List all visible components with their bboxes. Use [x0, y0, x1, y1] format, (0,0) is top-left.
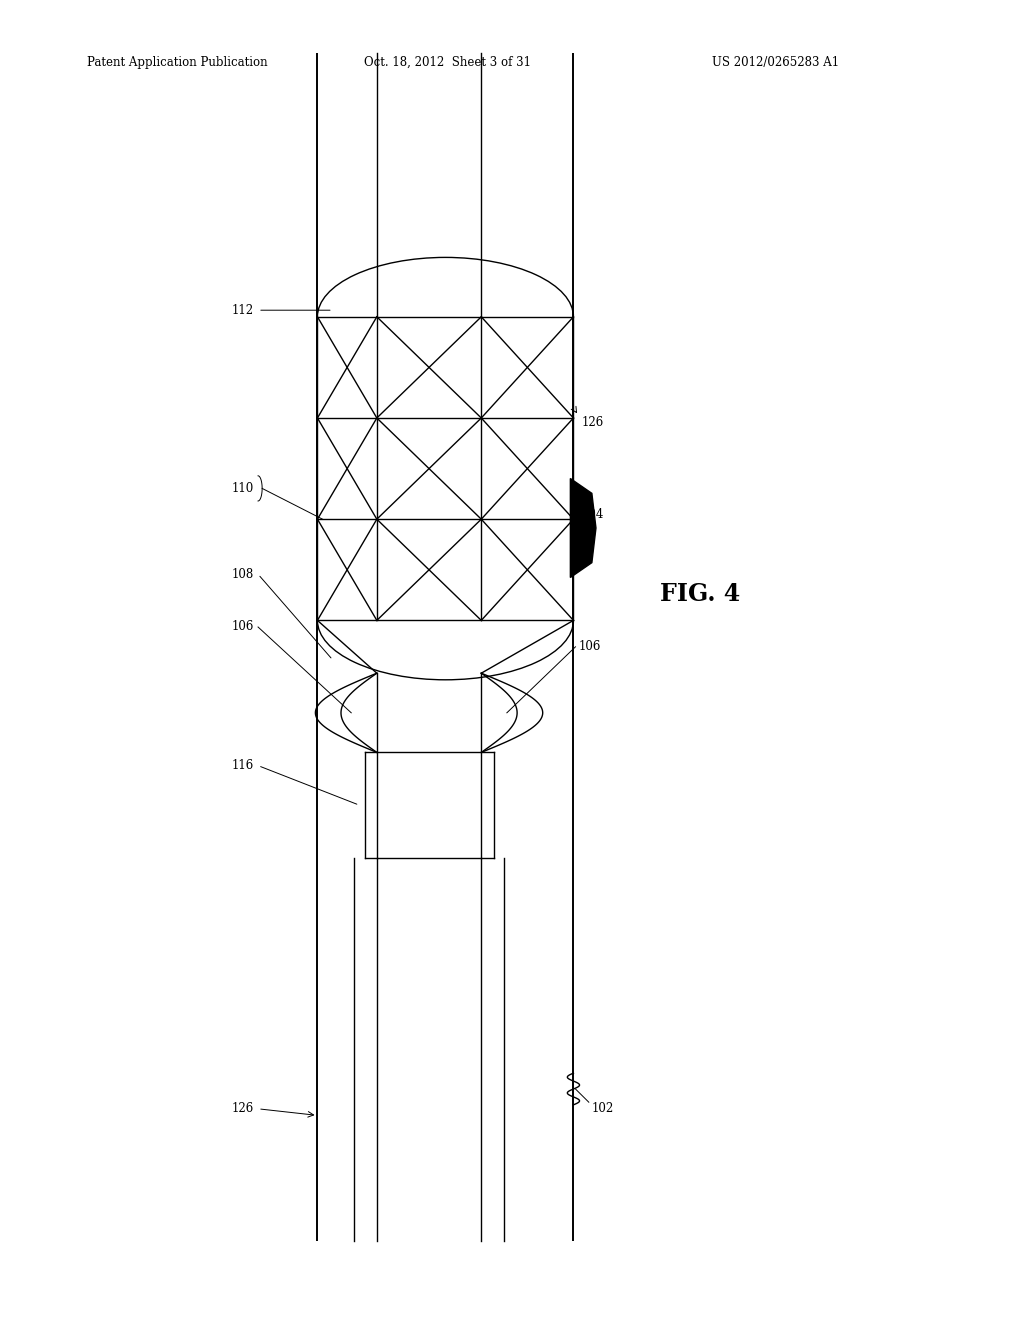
Text: 126: 126	[231, 1102, 254, 1115]
Text: 104: 104	[582, 508, 604, 521]
Text: 112: 112	[231, 304, 254, 317]
Text: 106: 106	[579, 640, 601, 653]
Polygon shape	[570, 479, 596, 578]
Text: FIG. 4: FIG. 4	[660, 582, 740, 606]
Text: 116: 116	[231, 759, 254, 772]
Text: US 2012/0265283 A1: US 2012/0265283 A1	[712, 55, 839, 69]
Text: 108: 108	[231, 568, 254, 581]
Text: 106: 106	[231, 620, 254, 634]
Text: Patent Application Publication: Patent Application Publication	[87, 55, 267, 69]
Text: Oct. 18, 2012  Sheet 3 of 31: Oct. 18, 2012 Sheet 3 of 31	[364, 55, 530, 69]
Text: 110: 110	[231, 482, 254, 495]
Text: 102: 102	[592, 1102, 614, 1115]
Text: 126: 126	[582, 416, 604, 429]
